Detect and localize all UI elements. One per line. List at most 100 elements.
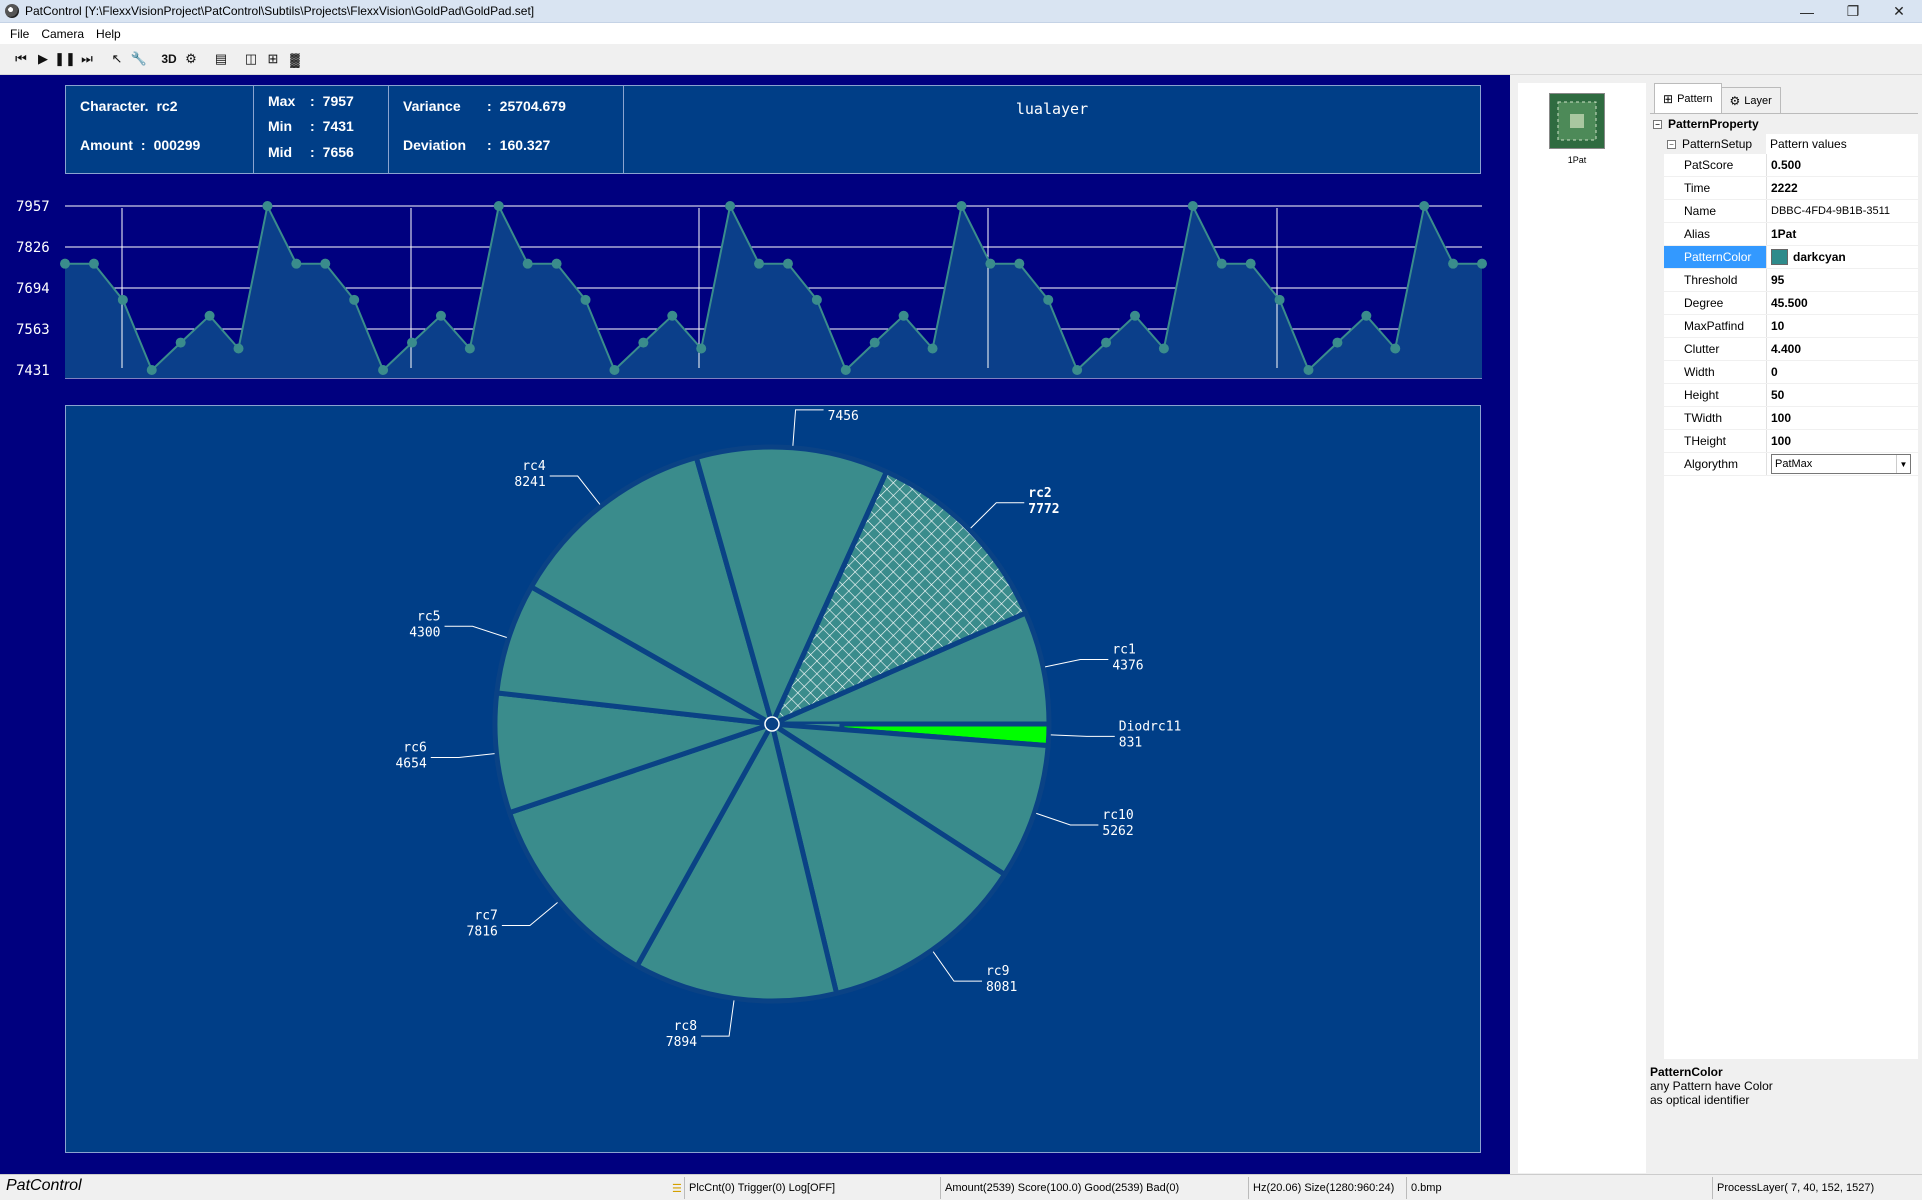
property-grid: − PatternProperty − PatternSetup Pattern … xyxy=(1650,113,1918,1059)
property-name[interactable]: MaxPatfind xyxy=(1664,315,1766,337)
property-name[interactable]: PatternColor xyxy=(1664,246,1766,268)
line-point xyxy=(1158,343,1169,354)
pause-icon: ❚❚ xyxy=(54,51,76,66)
line-point xyxy=(927,343,938,354)
layer-name: lualayer xyxy=(1015,100,1089,118)
property-row-time[interactable]: Time 2222 xyxy=(1664,177,1918,200)
pie-leader-line xyxy=(444,625,507,638)
property-name[interactable]: Threshold xyxy=(1664,269,1766,291)
menu-camera[interactable]: Camera xyxy=(41,26,85,41)
pie-value-label: 7816 xyxy=(467,924,498,939)
property-row-maxpatfind[interactable]: MaxPatfind 10 xyxy=(1664,315,1918,338)
property-name[interactable]: Clutter xyxy=(1664,338,1766,360)
camera-tool-button[interactable]: ▤ xyxy=(210,48,232,70)
tab-layer[interactable]: ⚙ Layer xyxy=(1720,87,1781,113)
property-subcategory[interactable]: − PatternSetup Pattern values xyxy=(1664,134,1918,154)
pause-button[interactable]: ❚❚ xyxy=(54,48,76,70)
pie-slice-rc4 xyxy=(528,455,775,727)
property-value[interactable]: 1Pat xyxy=(1766,223,1918,245)
step-back-icon: ⏮ xyxy=(15,51,27,66)
property-row-twidth[interactable]: TWidth 100 xyxy=(1664,407,1918,430)
step-forward-button[interactable]: ⏭ xyxy=(76,48,98,70)
property-row-threshold[interactable]: Threshold 95 xyxy=(1664,269,1918,292)
property-category[interactable]: − PatternProperty xyxy=(1650,114,1918,134)
fit-tool-button[interactable]: ◫ xyxy=(240,48,262,70)
pie-value-label: 4376 xyxy=(1112,659,1143,674)
pie-leader-line xyxy=(932,951,982,982)
algorithm-select[interactable]: PatMax ▼ xyxy=(1771,454,1911,474)
property-value[interactable]: 2222 xyxy=(1766,177,1918,199)
minimize-button[interactable]: — xyxy=(1784,0,1830,23)
maximize-button[interactable]: ❐ xyxy=(1830,0,1876,23)
property-name[interactable]: Width xyxy=(1664,361,1766,383)
pattern-thumbnail[interactable] xyxy=(1549,93,1605,149)
property-name[interactable]: Degree xyxy=(1664,292,1766,314)
line-point xyxy=(1361,310,1372,321)
min-value: 7431 xyxy=(322,118,354,134)
property-row-degree[interactable]: Degree 45.500 xyxy=(1664,292,1918,315)
property-name[interactable]: Height xyxy=(1664,384,1766,406)
property-value[interactable]: 0 xyxy=(1766,361,1918,383)
property-row-theight[interactable]: THeight 100 xyxy=(1664,430,1918,453)
property-value[interactable]: 50 xyxy=(1766,384,1918,406)
property-row-patscore[interactable]: PatScore 0.500 xyxy=(1664,154,1918,177)
property-value[interactable]: 100 xyxy=(1766,407,1918,429)
property-row-clutter[interactable]: Clutter 4.400 xyxy=(1664,338,1918,361)
menu-help[interactable]: Help xyxy=(96,26,121,41)
collapse-icon[interactable]: − xyxy=(1667,139,1676,149)
property-value[interactable]: 4.400 xyxy=(1766,338,1918,360)
property-value[interactable]: DBBC-4FD4-9B1B-3511 xyxy=(1766,200,1918,222)
property-name[interactable]: TWidth xyxy=(1664,407,1766,429)
line-point xyxy=(1390,343,1401,354)
line-point xyxy=(1187,201,1198,211)
grid-icon: ⊞ xyxy=(267,51,279,66)
property-name[interactable]: Algorythm xyxy=(1664,453,1766,475)
property-row-alias[interactable]: Alias 1Pat xyxy=(1664,223,1918,246)
play-button[interactable]: ▶ xyxy=(32,48,54,70)
property-row-width[interactable]: Width 0 xyxy=(1664,361,1918,384)
property-value[interactable]: 10 xyxy=(1766,315,1918,337)
line-point xyxy=(609,365,620,375)
property-row-algorythm[interactable]: Algorythm PatMax ▼ xyxy=(1664,453,1918,476)
chevron-down-icon[interactable]: ▼ xyxy=(1896,455,1910,473)
pie-leader-line xyxy=(792,409,824,446)
close-icon: ✕ xyxy=(1893,3,1905,19)
line-point xyxy=(88,258,99,269)
property-value-cell[interactable]: PatMax ▼ xyxy=(1766,453,1918,475)
property-name[interactable]: PatScore xyxy=(1664,154,1766,176)
property-name[interactable]: THeight xyxy=(1664,430,1766,452)
property-value[interactable]: 100 xyxy=(1766,430,1918,452)
property-row-name[interactable]: Name DBBC-4FD4-9B1B-3511 xyxy=(1664,200,1918,223)
wrench-tool-button[interactable]: 🔧 xyxy=(128,48,150,70)
property-value[interactable]: 45.500 xyxy=(1766,292,1918,314)
property-row-patterncolor[interactable]: PatternColor darkcyan xyxy=(1664,246,1918,269)
histogram-icon: ▓ xyxy=(290,51,300,67)
statistics-panel: Character. rc2 Amount : 000299 Max : 795… xyxy=(65,85,1481,174)
step-back-button[interactable]: ⏮ xyxy=(10,48,32,70)
collapse-icon[interactable]: − xyxy=(1653,119,1662,129)
tab-pattern[interactable]: ⊞ Pattern xyxy=(1654,83,1722,113)
pie-slice-rc9 xyxy=(769,721,1008,996)
property-name[interactable]: Time xyxy=(1664,177,1766,199)
layer-tool-button[interactable]: ⚙ xyxy=(180,48,202,70)
grid-tool-button[interactable]: ⊞ xyxy=(262,48,284,70)
mid-label: Mid xyxy=(268,144,293,160)
property-name[interactable]: Name xyxy=(1664,200,1766,222)
maximize-icon: ❐ xyxy=(1846,3,1860,19)
property-value-cell[interactable]: darkcyan xyxy=(1766,246,1918,268)
close-button[interactable]: ✕ xyxy=(1876,0,1922,23)
pointer-tool-button[interactable]: ↖ xyxy=(106,48,128,70)
3d-view-button[interactable]: 3D xyxy=(161,52,177,66)
pie-value-label: 7894 xyxy=(666,1035,697,1050)
property-name[interactable]: Alias xyxy=(1664,223,1766,245)
property-row-height[interactable]: Height 50 xyxy=(1664,384,1918,407)
line-point xyxy=(956,201,967,211)
menu-file[interactable]: File xyxy=(10,26,30,41)
line-point xyxy=(233,343,244,354)
pie-slice-rc7 xyxy=(507,721,775,969)
property-value[interactable]: 95 xyxy=(1766,269,1918,291)
property-value[interactable]: 0.500 xyxy=(1766,154,1918,176)
status-hz: Hz(20.06) Size(1280:960:24) xyxy=(1248,1177,1406,1199)
property-panel: ⊞ Pattern ⚙ Layer − PatternProperty − Pat… xyxy=(1646,83,1922,1173)
histogram-button[interactable]: ▓ xyxy=(284,48,306,70)
